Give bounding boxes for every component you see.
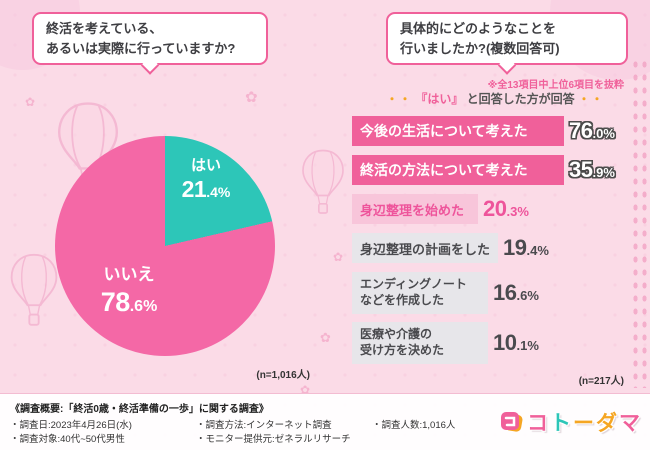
question2-line1: 具体的にどのようなことを [400,21,557,36]
pie-no-value-int: 78 [100,286,131,317]
pie-no-value: 78.6% [73,286,185,318]
bar: 終活の方法について考えた [352,155,564,185]
bar-value: 19.4% [503,237,549,259]
pie-sample-note: (n=1,016人) [256,370,310,381]
bar-value-dec: .0% [592,126,615,141]
bar-label: エンディングノート などを作成した [360,277,467,308]
logo-char: ダ [596,412,617,435]
bar-value-dec: .4% [526,243,549,258]
flower-icon: ✿ [333,250,344,264]
survey-footer: 《調査概要:「終活0歳・終活準備の一歩」に関する調査》 ・調査日:2023年4月… [0,393,650,450]
dots-decoration: ・・ [578,92,605,106]
bar-row: 身辺整理を始めた 20.3% [352,194,529,224]
bar: 今後の生活について考えた [352,116,564,146]
bar-row: 終活の方法について考えた 35.9% [352,155,615,185]
bar-label-line2: 受け方を決めた [360,343,445,357]
survey-item-monitor: ・モニター提供元:ゼネラルリサーチ [196,434,351,445]
survey-item-method: ・調査方法:インターネット調査 [196,420,332,431]
bar-label: 身辺整理の計画をした [360,241,491,257]
question1-line2: あるいは実際に行っていますか? [46,40,236,56]
bar-value-dec: .3% [506,204,529,219]
survey-item-count: ・調査人数:1,016人 [372,420,456,431]
bar-value: 35.9% [569,159,615,181]
logo-char: ー [573,412,594,435]
flower-icon: ✿ [300,383,311,397]
bar-value-dec: .9% [592,165,615,180]
bar-row: 医療や介護の 受け方を決めた 10.1% [352,322,539,364]
pie-no-value-dec: .6% [129,297,158,315]
pie-yes-value-int: 21 [181,175,207,202]
bar-row: 今後の生活について考えた 76.0% [352,116,615,146]
pie-label-no: いいえ 78.6% [73,265,185,318]
bar-label-line2: などを作成した [360,293,445,307]
bar-row: 身辺整理の計画をした 19.4% [352,233,549,263]
bar-value-int: 20 [483,196,507,221]
bar-value-dec: .6% [516,288,539,303]
bar-value-int: 16 [493,280,517,305]
bar-value: 20.3% [483,198,529,220]
bar-chart: 今後の生活について考えた 76.0% 終活の方法について考えた 35.9% 身辺… [352,116,648,376]
survey-overview: 《調査概要:「終活0歳・終活準備の一歩」に関する調査》 [10,404,269,415]
question2-bubble: 具体的にどのようなことを 行いましたか?(複数回答可) [386,12,628,75]
question2-line2: 行いましたか?(複数回答可) [400,40,560,56]
logo-char: ト [550,412,571,435]
bars-sample-note: (n=217人) [578,376,624,387]
bar-label-line1: 医療や介護の [360,327,433,342]
question1-bubble: 終活を考えている、 あるいは実際に行っていますか? [32,12,268,75]
respondents-note: ・・ 『はい』 と回答した方が回答 ・・ [352,90,638,107]
bar-value-int: 10 [493,330,517,355]
bar-value: 76.0% [569,120,615,142]
pie-yes-label: はい [190,157,221,174]
pie-no-label: いいえ [103,265,155,284]
flower-icon: ✿ [320,330,331,345]
respondents-highlight: 『はい』 [415,92,464,106]
flower-icon: ✿ [25,95,36,109]
logo-char: マ [619,412,640,435]
bar-label: 終活の方法について考えた [360,162,528,178]
hot-air-balloon-icon [10,253,58,326]
logo: コ ト ー ダ マ [499,407,640,437]
dots-decoration: ・・ [385,92,412,106]
logo-char: コ [527,412,548,435]
dots-pattern [631,58,648,388]
question1-line1: 終活を考えている、 [46,21,163,36]
bar-value-dec: .1% [516,338,539,353]
logo-icon [501,412,523,432]
pie-yes-value: 21.4% [160,175,252,202]
extract-note: ※全13項目中上位6項目を抜粋 [487,80,624,91]
bar: 身辺整理の計画をした [352,233,498,263]
pie-yes-value-dec: .4% [206,183,231,200]
respondents-text: と回答した方が回答 [466,92,575,106]
flower-icon: ✿ [245,89,258,106]
pie-label-yes: はい 21.4% [160,157,252,202]
hot-air-balloon-icon [302,149,344,214]
survey-item-target: ・調査対象:40代~50代男性 [10,434,125,445]
bar: 身辺整理を始めた [352,194,478,224]
pie-chart [55,136,275,356]
bar-value: 10.1% [493,332,539,354]
bar: 医療や介護の 受け方を決めた [352,322,488,364]
bar-label: 医療や介護の 受け方を決めた [360,327,444,358]
bar-value-int: 35 [569,157,593,182]
bar-value-int: 76 [569,118,593,143]
bar-label: 身辺整理を始めた [360,202,465,218]
bar: エンディングノート などを作成した [352,272,488,314]
bar-row: エンディングノート などを作成した 16.6% [352,272,539,314]
bar-label: 今後の生活について考えた [360,123,528,139]
bar-value-int: 19 [503,235,527,260]
bar-label-line1: エンディングノート [360,277,467,292]
survey-item-date: ・調査日:2023年4月26日(水) [10,420,132,431]
bar-value: 16.6% [493,282,539,304]
